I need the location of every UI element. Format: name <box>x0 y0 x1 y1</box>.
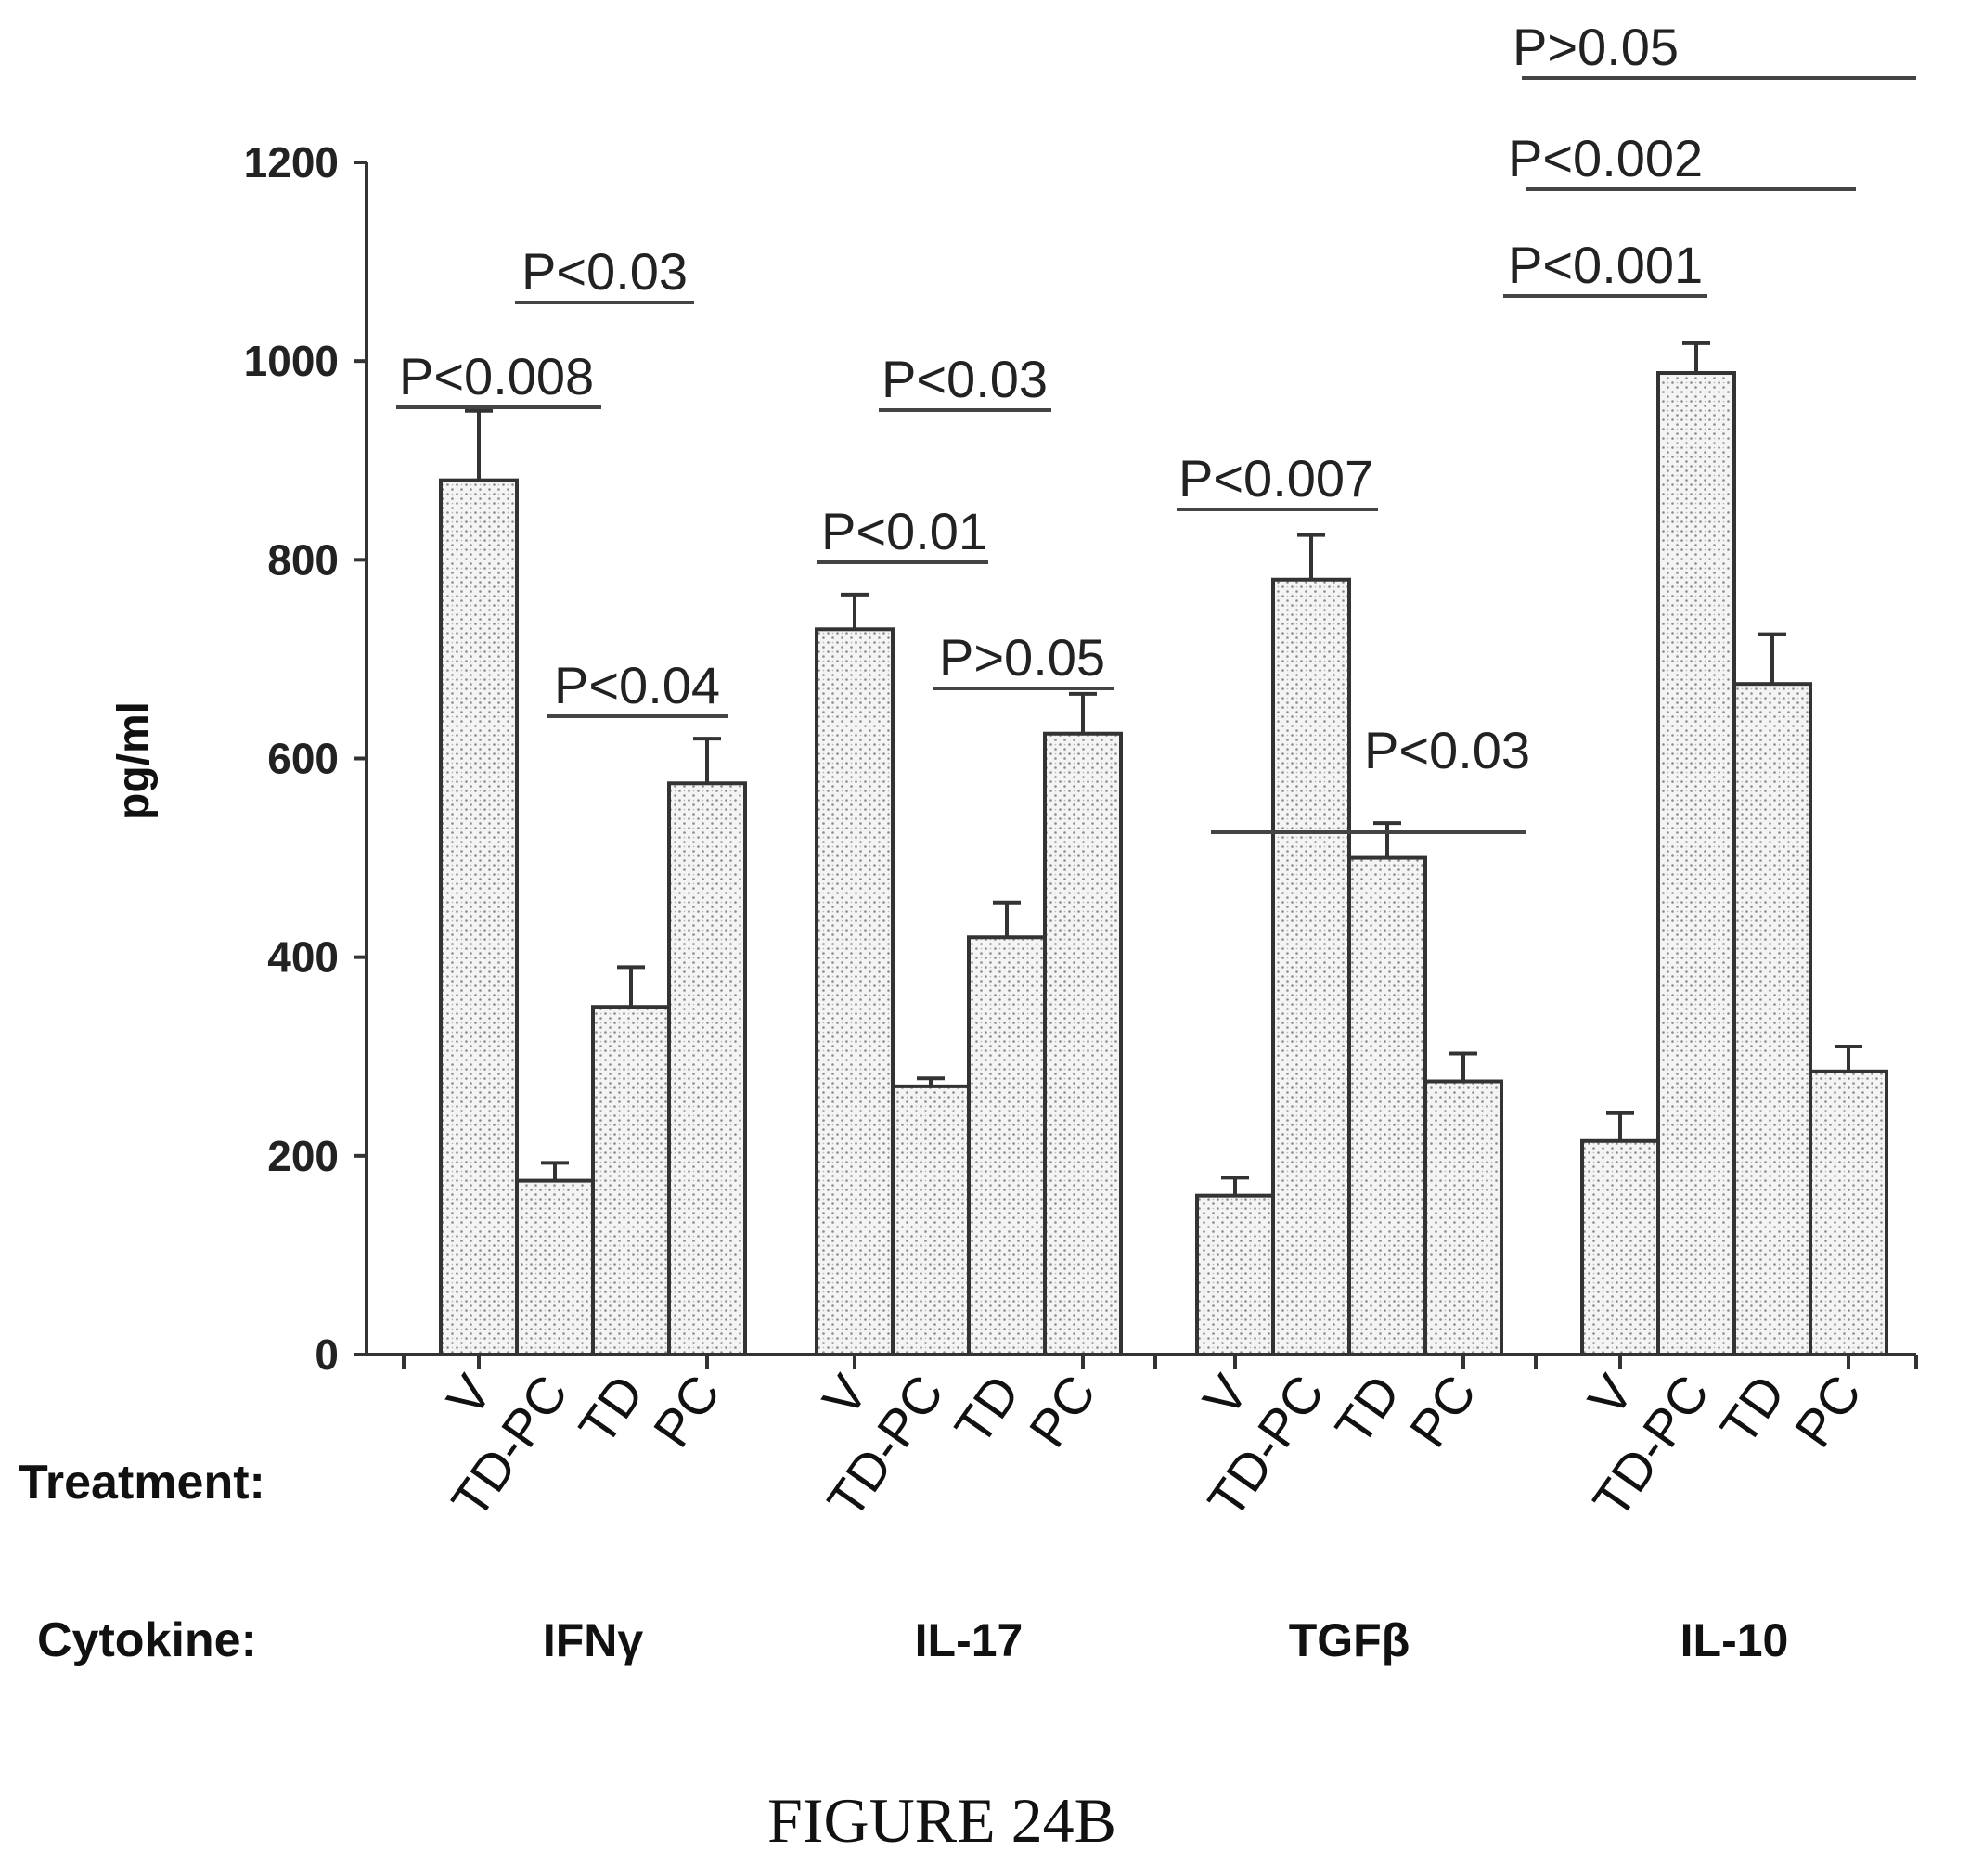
p-value-label: P<0.03 <box>1364 721 1530 779</box>
cytokine-label-il-10: IL-10 <box>1680 1614 1789 1666</box>
bar-il-10-pc <box>1809 1069 1888 1356</box>
p-value-label: P<0.04 <box>554 656 720 714</box>
cytokine-label-ifn: IFNγ <box>543 1614 644 1666</box>
bars <box>439 341 1888 1357</box>
p-value-label: P<0.002 <box>1508 129 1703 187</box>
treatment-label-v: V <box>1191 1364 1259 1426</box>
treatment-label-td: TD <box>943 1365 1030 1455</box>
bar-tgf-pc <box>1423 1079 1503 1357</box>
bar-il-10-v <box>1580 1138 1660 1357</box>
bar-ifn-td-pc <box>515 1178 595 1356</box>
bar-ifn-pc <box>667 781 747 1356</box>
bar-ifn-td <box>591 1005 671 1357</box>
treatment-label-pc: PC <box>642 1365 731 1458</box>
treatment-label-pc: PC <box>1398 1365 1487 1458</box>
p-value-label: P<0.03 <box>521 242 688 301</box>
y-tick-label: 200 <box>267 1132 339 1180</box>
treatment-label-v: V <box>1577 1364 1644 1426</box>
bar-il-17-v <box>815 627 895 1356</box>
p-value-annotations: P<0.008 P<0.03 P<0.04 P<0.01 P<0.03 P>0.05 P<0… <box>396 18 1916 834</box>
bar-il-10-td <box>1732 682 1812 1356</box>
treatment-label-td: TD <box>1708 1365 1796 1455</box>
bar-tgf-v <box>1195 1193 1275 1356</box>
p-value-label: P<0.008 <box>399 347 594 405</box>
bar-il-10-td-pc <box>1656 371 1736 1356</box>
treatment-label-v: V <box>811 1364 879 1426</box>
p-value-label: P<0.007 <box>1178 449 1373 508</box>
p-value-label: P>0.05 <box>1513 18 1679 76</box>
y-axis-label: pg/ml <box>109 701 159 820</box>
cytokine-label-il-17: IL-17 <box>915 1614 1024 1666</box>
bar-il-17-pc <box>1043 731 1123 1356</box>
bar-tgf-td-pc <box>1271 577 1351 1356</box>
treatment-row-label: Treatment: <box>19 1456 265 1510</box>
p-value-label: P<0.001 <box>1508 236 1703 294</box>
y-tick-label: 600 <box>267 735 339 783</box>
p-value-label: P<0.03 <box>882 350 1048 408</box>
cytokine-row-label: Cytokine: <box>37 1613 257 1667</box>
treatment-label-v: V <box>435 1364 503 1426</box>
y-tick-label: 800 <box>267 535 339 584</box>
p-value-label: P<0.01 <box>821 502 987 560</box>
bar-ifn-v <box>439 478 519 1356</box>
y-tick-label: 1200 <box>244 138 339 186</box>
figure-caption: FIGURE 24B <box>767 1785 1116 1856</box>
treatment-label-td: TD <box>567 1365 654 1455</box>
treatment-label-td: TD <box>1323 1365 1410 1455</box>
cytokine-label-tgf: TGFβ <box>1289 1614 1410 1666</box>
bar-il-17-td <box>967 935 1047 1356</box>
y-tick-label: 1000 <box>244 337 339 385</box>
bar-il-17-td-pc <box>891 1084 971 1356</box>
y-tick-label: 400 <box>267 933 339 982</box>
treatment-label-pc: PC <box>1018 1365 1107 1458</box>
bar-tgf-td <box>1347 855 1427 1356</box>
treatment-label-pc: PC <box>1783 1365 1873 1458</box>
p-value-label: P>0.05 <box>939 628 1105 687</box>
y-tick-label: 0 <box>315 1330 339 1379</box>
